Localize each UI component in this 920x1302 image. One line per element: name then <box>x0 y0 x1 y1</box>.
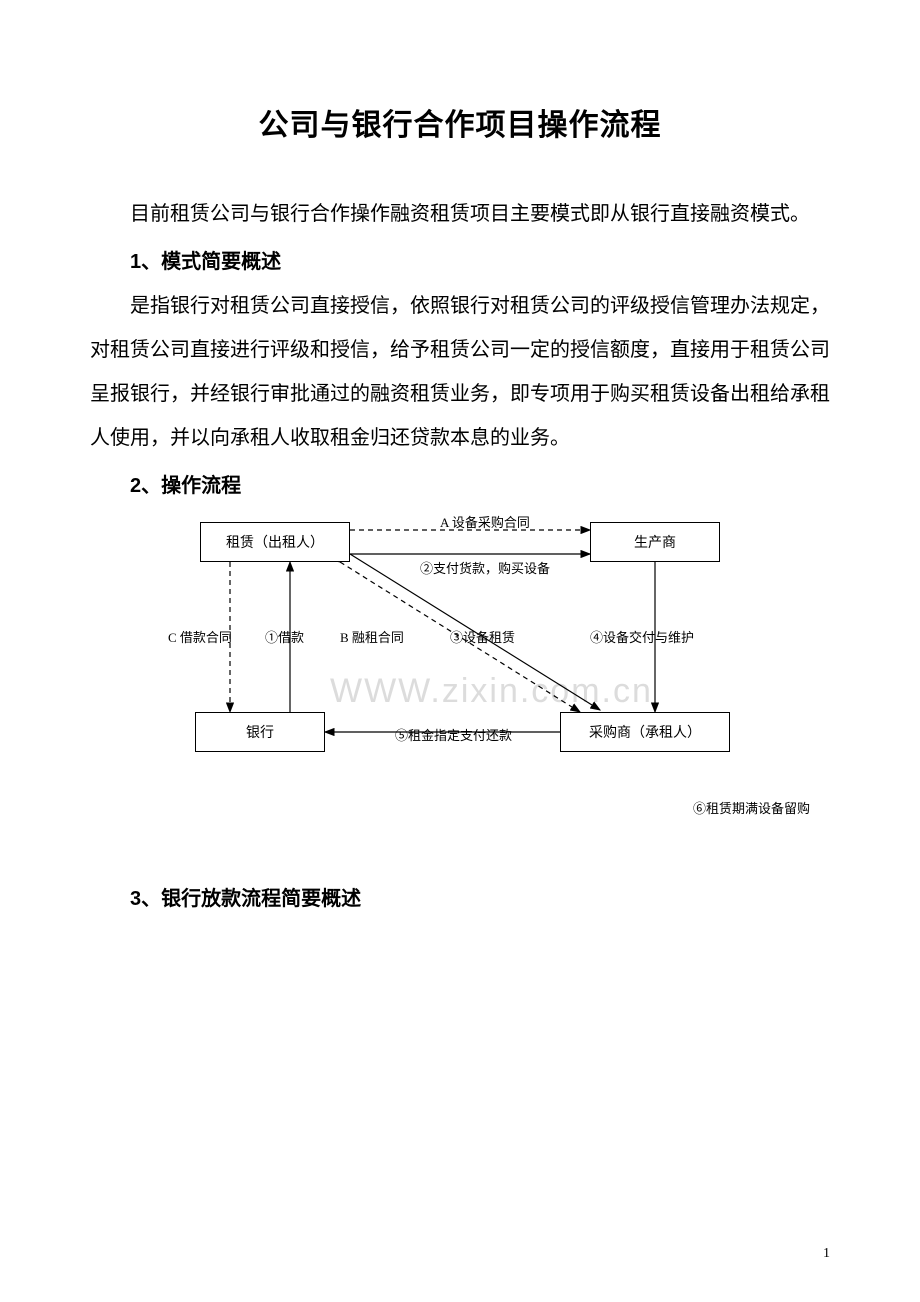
edge-label-e4: ④设备交付与维护 <box>590 627 694 646</box>
section-2-heading: 2、操作流程 <box>130 464 830 508</box>
page-number: 1 <box>823 1246 830 1262</box>
page-title: 公司与银行合作项目操作流程 <box>90 100 830 144</box>
section-1-heading: 1、模式简要概述 <box>130 240 830 284</box>
node-bank: 银行 <box>195 712 325 752</box>
node-producer: 生产商 <box>590 522 720 562</box>
edge-label-e1: ①借款 <box>265 627 304 646</box>
flowchart-diagram: 租赁（出租人） 生产商银行 采购商（承租人） A 设备采购合同 ②支付货款，购买设备 C… <box>140 512 780 792</box>
edge-label-B: B 融租合同 <box>340 627 404 646</box>
edge-label-e2: ②支付货款，购买设备 <box>420 558 550 577</box>
section-1-body: 是指银行对租赁公司直接授信，依照银行对租赁公司的评级授信管理办法规定，对租赁公司… <box>90 284 830 460</box>
node-buyer: 采购商（承租人） <box>560 712 730 752</box>
node-lessor: 租赁（出租人） <box>200 522 350 562</box>
edge-label-C: C 借款合同 <box>168 627 232 646</box>
intro-paragraph: 目前租赁公司与银行合作操作融资租赁项目主要模式即从银行直接融资模式。 <box>90 192 830 236</box>
section-3-heading: 3、银行放款流程简要概述 <box>130 877 830 921</box>
edge-label-e5: ⑤租金指定支付还款 <box>395 725 512 744</box>
edge-label-e3: ③设备租赁 <box>450 627 515 646</box>
edge-label-A: A 设备采购合同 <box>440 512 530 531</box>
flowchart-footnote: ⑥租赁期满设备留购 <box>90 798 810 817</box>
